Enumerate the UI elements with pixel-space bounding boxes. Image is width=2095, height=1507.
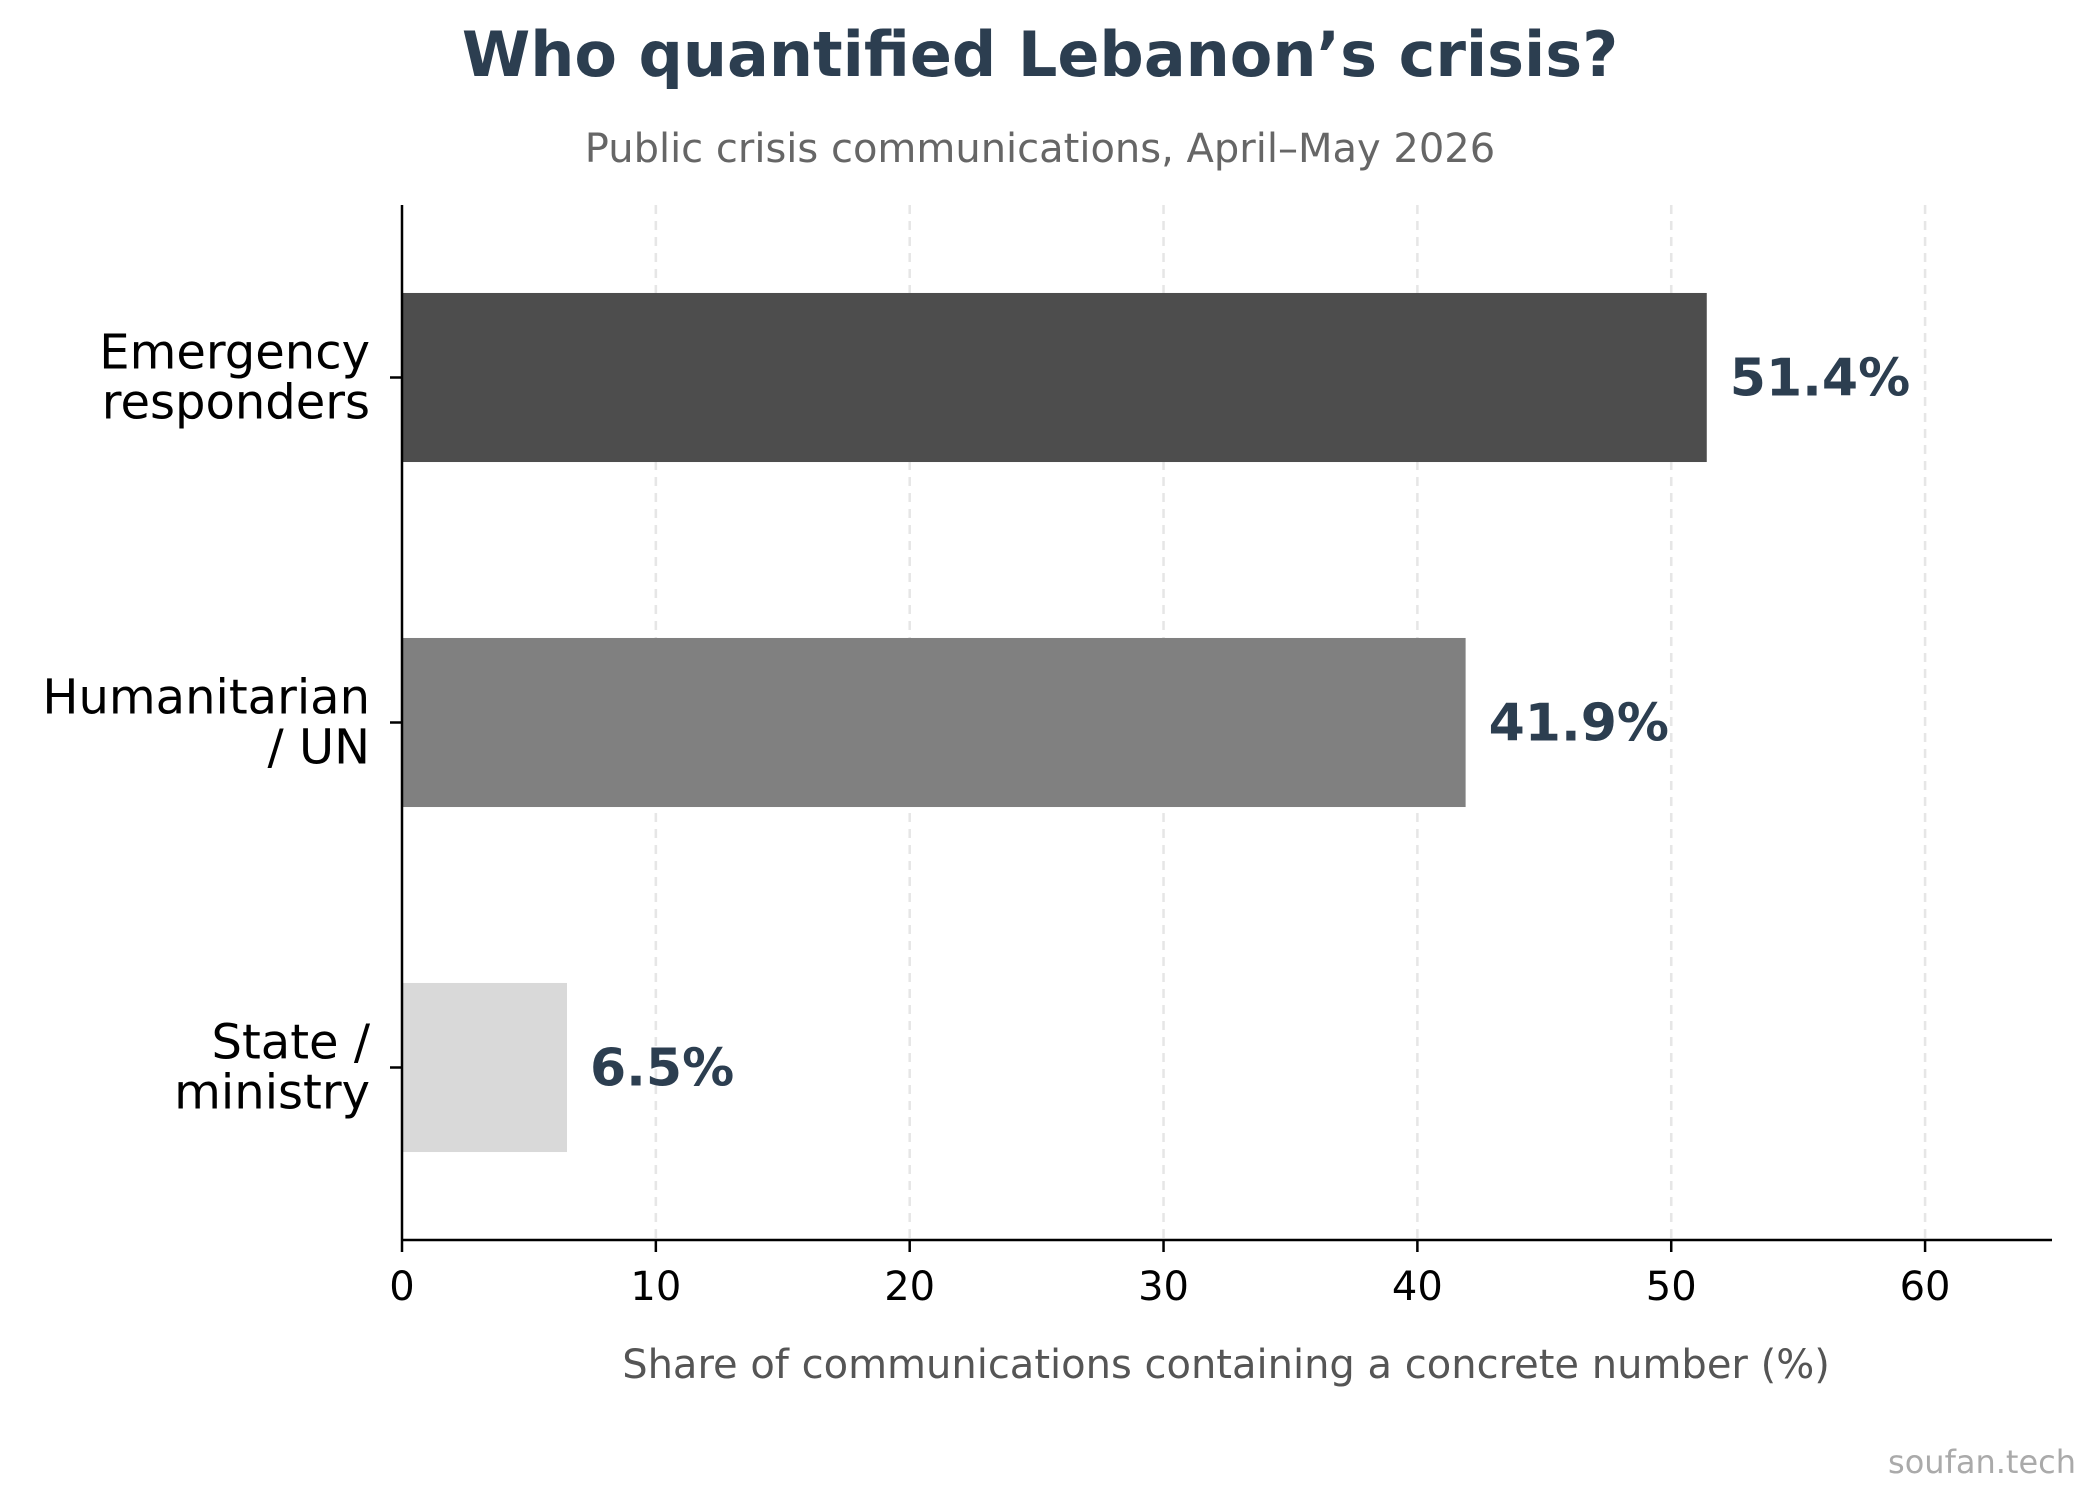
x-tick-label: 40 bbox=[1392, 1264, 1443, 1310]
category-label: responders bbox=[102, 375, 370, 431]
category-label: ministry bbox=[174, 1065, 370, 1121]
category-label: Humanitarian bbox=[42, 670, 370, 726]
chart-title: Who quantified Lebanon’s crisis? bbox=[462, 18, 1618, 91]
category-label: / UN bbox=[268, 720, 370, 776]
value-label: 41.9% bbox=[1489, 694, 1669, 754]
x-tick-label: 60 bbox=[1900, 1264, 1951, 1310]
category-label: Emergency bbox=[99, 325, 370, 381]
value-label: 51.4% bbox=[1730, 349, 1910, 409]
chart-subtitle: Public crisis communications, April–May … bbox=[585, 126, 1495, 172]
bar bbox=[402, 982, 567, 1153]
watermark: soufan.tech bbox=[1888, 1443, 2076, 1481]
x-tick-label: 0 bbox=[389, 1264, 414, 1310]
bar bbox=[402, 292, 1707, 463]
x-tick-label: 20 bbox=[884, 1264, 935, 1310]
x-tick-label: 50 bbox=[1646, 1264, 1697, 1310]
x-tick-label: 10 bbox=[630, 1264, 681, 1310]
bars: 51.4% 41.9% 6.5% bbox=[402, 292, 1910, 1153]
x-tick-label: 30 bbox=[1138, 1264, 1189, 1310]
category-label: State / bbox=[212, 1015, 371, 1071]
x-axis-label: Share of communications containing a con… bbox=[622, 1342, 1830, 1388]
bar bbox=[402, 637, 1466, 808]
value-label: 6.5% bbox=[590, 1039, 734, 1099]
